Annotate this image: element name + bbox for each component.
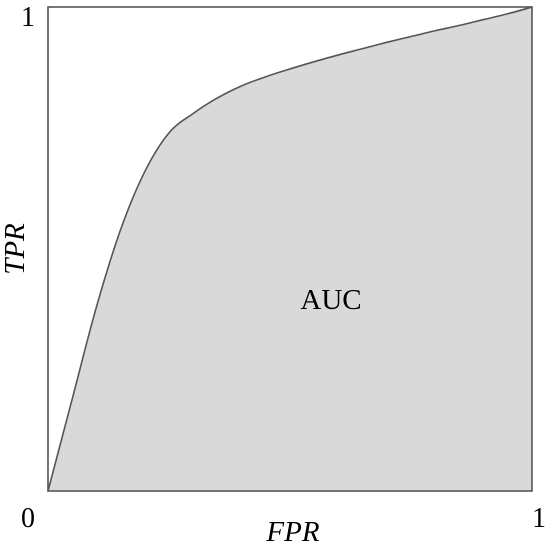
- auc-annotation: AUC: [300, 284, 361, 316]
- plot-area: [47, 6, 533, 492]
- y-tick-label-max: 1: [21, 2, 35, 33]
- x-tick-label-max: 1: [532, 503, 546, 534]
- x-tick-label-min: 0: [21, 503, 35, 534]
- y-axis-label: TPR: [0, 223, 31, 275]
- roc-curve-line: [47, 6, 533, 492]
- x-axis-label: FPR: [265, 516, 319, 544]
- auc-area: [48, 7, 532, 491]
- plot-frame: [47, 6, 533, 492]
